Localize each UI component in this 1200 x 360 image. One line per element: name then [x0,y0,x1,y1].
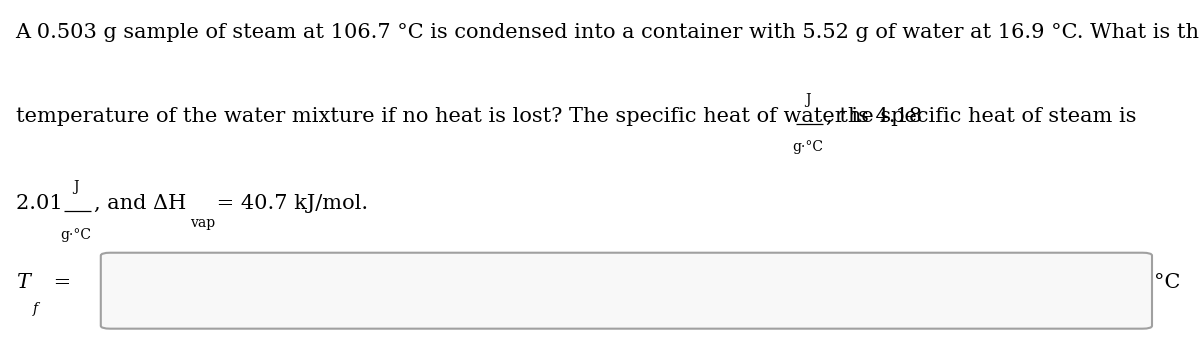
Text: vap: vap [190,216,215,230]
Text: f: f [32,302,37,316]
Text: A 0.503 g sample of steam at 106.7 °C is condensed into a container with 5.52 g : A 0.503 g sample of steam at 106.7 °C is… [16,23,1200,42]
Text: , and ΔH: , and ΔH [94,194,186,213]
Text: = 40.7 kJ/mol.: = 40.7 kJ/mol. [210,194,368,213]
Text: , the specific heat of steam is: , the specific heat of steam is [826,107,1136,126]
Text: T: T [16,273,30,292]
Text: °C: °C [1154,273,1181,292]
Text: J: J [73,180,78,194]
FancyBboxPatch shape [101,253,1152,329]
Text: g·°C: g·°C [792,140,823,154]
Text: J: J [805,93,810,107]
Text: 2.01: 2.01 [16,194,68,213]
Text: g·°C: g·°C [60,228,91,242]
Text: =: = [47,273,71,292]
Text: temperature of the water mixture if no heat is lost? The specific heat of water : temperature of the water mixture if no h… [16,107,929,126]
